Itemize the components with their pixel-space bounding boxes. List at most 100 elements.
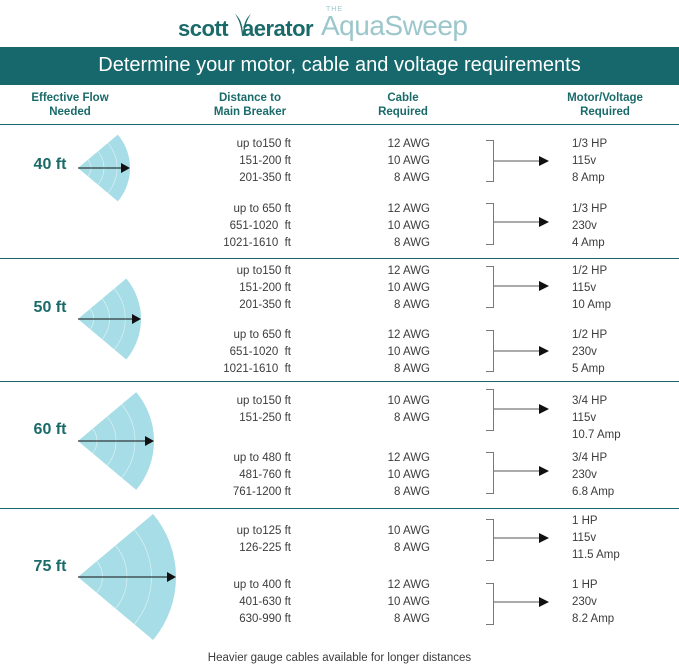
- motor-value: 1/2 HP: [572, 329, 608, 341]
- divider: [0, 124, 679, 125]
- cable-value: 8 AWG: [394, 412, 430, 424]
- motor-value: 1 HP: [572, 579, 598, 591]
- cable-value: 10 AWG: [387, 469, 430, 481]
- cable-value: 8 AWG: [394, 542, 430, 554]
- arrow-right-icon: [494, 533, 549, 543]
- header-motor-line2: Required: [580, 106, 630, 118]
- cable-value: 10 AWG: [387, 596, 430, 608]
- header-distance: Distance to Main Breaker: [200, 91, 300, 119]
- header-distance-line1: Distance to: [219, 92, 281, 104]
- motor-value: 11.5 Amp: [572, 549, 620, 561]
- distance-value: up to125 ft: [236, 525, 291, 537]
- page-title: Determine your motor, cable and voltage …: [98, 54, 581, 76]
- section-divider: [0, 258, 679, 259]
- distance-value: up to150 ft: [236, 265, 291, 277]
- motor-value: 1/2 HP: [572, 265, 608, 277]
- arrow-right-icon: [494, 466, 549, 476]
- distance-value: 151-200 ft: [239, 155, 291, 167]
- motor-value: 230v: [572, 220, 597, 232]
- distance-value: 201-350 ft: [239, 172, 291, 184]
- motor-value: 8 Amp: [572, 172, 605, 184]
- flow-spread-icon: [78, 514, 176, 640]
- flow-spread-icon: [78, 134, 130, 202]
- distance-value: up to 650 ft: [233, 203, 291, 215]
- distance-value: 481-760 ft: [239, 469, 291, 481]
- brand-logo: scott aerator THE AquaSweep: [178, 6, 498, 46]
- cable-value: 12 AWG: [387, 579, 430, 591]
- distance-value: 201-350 ft: [239, 299, 291, 311]
- section-divider: [0, 381, 679, 382]
- motor-value: 10.7 Amp: [572, 429, 621, 441]
- distance-value: 761-1200 ft: [232, 486, 291, 498]
- footer-note: Heavier gauge cables available for longe…: [207, 652, 472, 664]
- distance-value: 126-225 ft: [239, 542, 291, 554]
- motor-value: 4 Amp: [572, 237, 605, 249]
- group-bracket: [486, 452, 494, 494]
- section-divider: [0, 508, 679, 509]
- cable-value: 8 AWG: [394, 486, 430, 498]
- cable-value: 12 AWG: [387, 265, 430, 277]
- cable-value: 8 AWG: [394, 299, 430, 311]
- distance-value: up to 650 ft: [233, 329, 291, 341]
- motor-value: 10 Amp: [572, 299, 611, 311]
- cable-value: 12 AWG: [387, 329, 430, 341]
- header-cable-line1: Cable: [387, 92, 419, 104]
- motor-value: 115v: [572, 532, 597, 544]
- motor-value: 230v: [572, 596, 597, 608]
- cable-value: 12 AWG: [387, 452, 430, 464]
- motor-value: 115v: [572, 155, 597, 167]
- brand-the: THE: [326, 6, 343, 13]
- distance-value: 401-630 ft: [239, 596, 291, 608]
- header-flow: Effective Flow Needed: [20, 91, 120, 119]
- arrow-right-icon: [494, 346, 549, 356]
- header-flow-line1: Effective Flow: [31, 92, 109, 104]
- arrow-right-icon: [494, 281, 549, 291]
- distance-value: 151-250 ft: [239, 412, 291, 424]
- cable-value: 10 AWG: [387, 220, 430, 232]
- header-cable: Cable Required: [353, 91, 453, 119]
- motor-value: 5 Amp: [572, 363, 605, 375]
- group-bracket: [486, 330, 494, 372]
- distance-value: 151-200 ft: [239, 282, 291, 294]
- cable-value: 10 AWG: [387, 525, 430, 537]
- cable-value: 8 AWG: [394, 172, 430, 184]
- group-bracket: [486, 140, 494, 182]
- flow-label: 40 ft: [33, 156, 67, 173]
- group-bracket: [486, 266, 494, 308]
- cable-value: 12 AWG: [387, 138, 430, 150]
- arrow-right-icon: [494, 217, 549, 227]
- distance-value: 1021-1610 ft: [223, 363, 291, 375]
- distance-value: 630-990 ft: [239, 613, 291, 625]
- title-banner: Determine your motor, cable and voltage …: [0, 47, 679, 85]
- group-bracket: [486, 583, 494, 625]
- cable-value: 10 AWG: [387, 155, 430, 167]
- motor-value: 1 HP: [572, 515, 598, 527]
- distance-value: up to 400 ft: [233, 579, 291, 591]
- header-motor-line1: Motor/Voltage: [567, 92, 643, 104]
- cable-value: 10 AWG: [387, 346, 430, 358]
- cable-value: 10 AWG: [387, 395, 430, 407]
- aerator-mark-icon: [235, 14, 251, 36]
- motor-value: 115v: [572, 282, 597, 294]
- arrow-right-icon: [494, 597, 549, 607]
- motor-value: 3/4 HP: [572, 395, 608, 407]
- header-motor: Motor/Voltage Required: [545, 91, 665, 119]
- motor-value: 6.8 Amp: [572, 486, 615, 498]
- header-distance-line2: Main Breaker: [213, 106, 287, 118]
- brand-aerator: aerator: [242, 16, 314, 41]
- flow-spread-icon: [78, 278, 141, 360]
- flow-label: 60 ft: [33, 421, 67, 438]
- motor-value: 8.2 Amp: [572, 613, 615, 625]
- group-bracket: [486, 519, 494, 561]
- group-bracket: [486, 203, 494, 245]
- motor-value: 230v: [572, 346, 597, 358]
- distance-value: 651-1020 ft: [229, 220, 291, 232]
- arrow-right-icon: [494, 156, 549, 166]
- cable-value: 8 AWG: [394, 613, 430, 625]
- motor-value: 3/4 HP: [572, 452, 608, 464]
- motor-value: 230v: [572, 469, 597, 481]
- distance-value: 651-1020 ft: [229, 346, 291, 358]
- motor-value: 1/3 HP: [572, 203, 608, 215]
- distance-value: up to 480 ft: [233, 452, 291, 464]
- flow-spread-icon: [78, 392, 154, 490]
